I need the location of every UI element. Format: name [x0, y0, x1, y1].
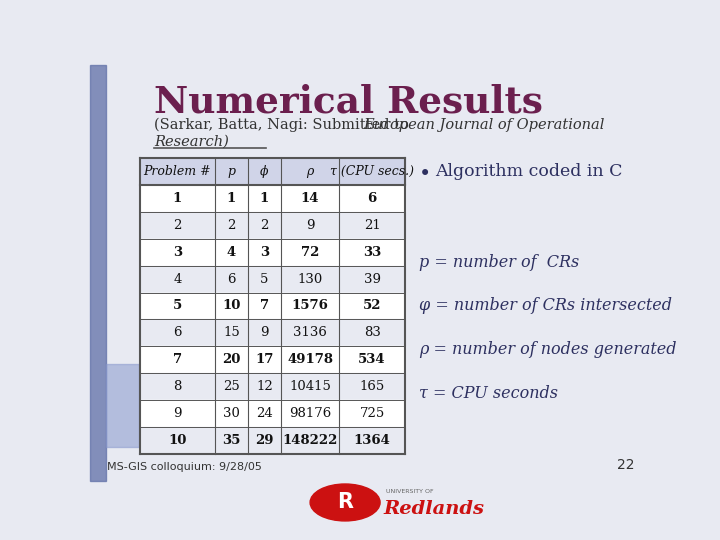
- Bar: [140, 400, 405, 427]
- Text: 1364: 1364: [354, 434, 390, 447]
- Text: 1576: 1576: [292, 300, 328, 313]
- Text: 130: 130: [297, 273, 323, 286]
- Bar: [140, 158, 405, 185]
- Text: 6: 6: [227, 273, 235, 286]
- Circle shape: [310, 484, 380, 521]
- Text: 72: 72: [301, 246, 319, 259]
- Text: 2: 2: [174, 219, 181, 232]
- Bar: [140, 346, 405, 373]
- Text: 5: 5: [260, 273, 269, 286]
- Text: 39: 39: [364, 273, 381, 286]
- Text: 1: 1: [227, 192, 236, 205]
- Text: 3: 3: [260, 246, 269, 259]
- Text: 6: 6: [367, 192, 377, 205]
- Text: 148222: 148222: [282, 434, 338, 447]
- Text: 24: 24: [256, 407, 273, 420]
- Text: UNIVERSITY OF: UNIVERSITY OF: [386, 489, 433, 494]
- Text: 4: 4: [174, 273, 181, 286]
- Text: Redlands: Redlands: [383, 500, 484, 518]
- Text: 2: 2: [227, 219, 235, 232]
- Bar: [140, 293, 405, 319]
- Text: p: p: [228, 165, 235, 178]
- Text: Problem #: Problem #: [144, 165, 211, 178]
- Text: Algorithm coded in C: Algorithm coded in C: [435, 163, 622, 180]
- Text: European Journal of Operational: European Journal of Operational: [364, 118, 605, 132]
- Bar: [140, 319, 405, 346]
- Bar: [140, 185, 405, 212]
- Text: 7: 7: [173, 353, 182, 366]
- Text: 10: 10: [222, 300, 240, 313]
- Text: R: R: [337, 492, 353, 512]
- Bar: [140, 427, 405, 454]
- Text: •: •: [419, 164, 431, 184]
- Text: 14: 14: [301, 192, 319, 205]
- Text: 9: 9: [306, 219, 314, 232]
- Text: ϕ: ϕ: [260, 165, 269, 178]
- Bar: [140, 212, 405, 239]
- Text: 33: 33: [363, 246, 382, 259]
- Text: 4: 4: [227, 246, 236, 259]
- Bar: [140, 373, 405, 400]
- Text: 20: 20: [222, 353, 240, 366]
- Text: 8: 8: [174, 380, 181, 393]
- Text: 22: 22: [616, 458, 634, 472]
- Text: 9: 9: [260, 326, 269, 339]
- Text: MS-GIS colloquium: 9/28/05: MS-GIS colloquium: 9/28/05: [107, 462, 261, 472]
- Bar: [106, 364, 139, 447]
- Text: 10: 10: [168, 434, 186, 447]
- Text: 725: 725: [359, 407, 384, 420]
- Text: 12: 12: [256, 380, 273, 393]
- Text: 49178: 49178: [287, 353, 333, 366]
- Text: 5: 5: [173, 300, 182, 313]
- Text: 7: 7: [260, 300, 269, 313]
- Text: 6: 6: [174, 326, 181, 339]
- Text: 10415: 10415: [289, 380, 331, 393]
- Text: 2: 2: [260, 219, 269, 232]
- Text: φ = number of CRs intersected: φ = number of CRs intersected: [419, 298, 672, 314]
- Text: ρ: ρ: [306, 165, 314, 178]
- Bar: [90, 65, 106, 481]
- Text: p = number of  CRs: p = number of CRs: [419, 254, 580, 271]
- Text: 17: 17: [256, 353, 274, 366]
- Text: 25: 25: [223, 380, 240, 393]
- Text: 52: 52: [363, 300, 382, 313]
- Text: 1: 1: [173, 192, 182, 205]
- Text: 165: 165: [359, 380, 384, 393]
- Text: 9: 9: [174, 407, 181, 420]
- Text: 15: 15: [223, 326, 240, 339]
- Bar: [140, 239, 405, 266]
- Text: 534: 534: [359, 353, 386, 366]
- Text: Research): Research): [154, 134, 229, 149]
- Text: ρ = number of nodes generated: ρ = number of nodes generated: [419, 341, 677, 358]
- Text: (Sarkar, Batta, Nagi: Submitted to: (Sarkar, Batta, Nagi: Submitted to: [154, 118, 414, 132]
- Text: Numerical Results: Numerical Results: [154, 84, 543, 120]
- Text: 29: 29: [255, 434, 274, 447]
- Text: 98176: 98176: [289, 407, 331, 420]
- Text: 35: 35: [222, 434, 240, 447]
- Text: 3: 3: [173, 246, 182, 259]
- Text: 3136: 3136: [293, 326, 327, 339]
- Text: 83: 83: [364, 326, 381, 339]
- Bar: [140, 266, 405, 293]
- Text: τ = CPU seconds: τ = CPU seconds: [419, 385, 558, 402]
- Text: 21: 21: [364, 219, 380, 232]
- Text: 30: 30: [223, 407, 240, 420]
- Text: 1: 1: [260, 192, 269, 205]
- Text: τ (CPU secs.): τ (CPU secs.): [330, 165, 414, 178]
